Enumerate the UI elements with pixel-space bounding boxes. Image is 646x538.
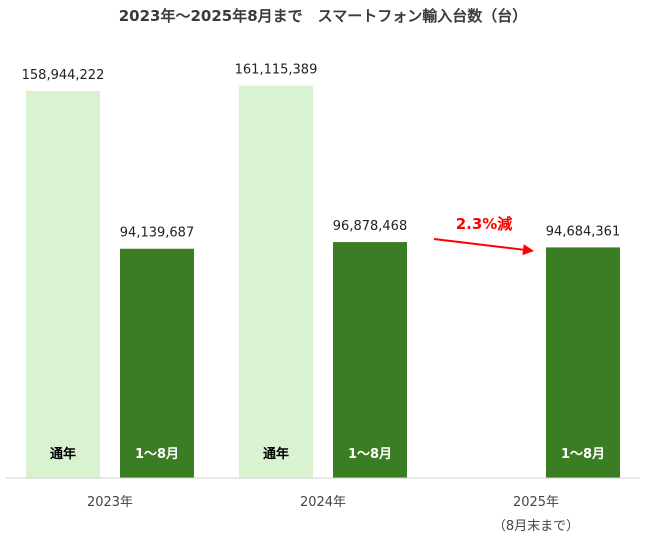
bar-value-label-1: 94,139,687	[120, 226, 194, 241]
bars: 158,944,222 通年 94,139,687 1～8月 161,115,389 通年…	[22, 63, 620, 478]
bar-1	[120, 248, 194, 478]
chart-title: 2023年～2025年8月まで スマートフォン輸入台数（台）	[119, 7, 528, 25]
bar-value-label-4: 94,684,361	[546, 224, 620, 239]
bar-inner-label-0: 通年	[50, 446, 76, 462]
bar-4	[546, 247, 620, 478]
bar-0	[26, 90, 100, 478]
bar-inner-label-4: 1～8月	[561, 447, 605, 462]
x-tick-labels: 2023年 2024年 2025年 （8月末まで）	[87, 495, 579, 534]
bar-inner-label-2: 通年	[263, 446, 289, 462]
bar-value-label-2: 161,115,389	[235, 63, 318, 78]
bar-3	[333, 242, 407, 478]
x-tick-sublabel-2: （8月末まで）	[493, 519, 579, 534]
change-annotation: 2.3%減	[433, 215, 534, 256]
annotation-arrow-head	[522, 244, 534, 256]
x-tick-label-2: 2025年	[513, 495, 559, 510]
annotation-arrow-line	[433, 238, 524, 251]
x-tick-label-1: 2024年	[300, 495, 346, 510]
bar-inner-label-3: 1～8月	[348, 447, 392, 462]
annotation-text: 2.3%減	[456, 215, 513, 233]
bar-value-label-0: 158,944,222	[22, 68, 105, 83]
x-tick-label-0: 2023年	[87, 495, 133, 510]
bar-value-label-3: 96,878,468	[333, 219, 407, 234]
bar-2	[239, 85, 313, 478]
bar-inner-label-1: 1～8月	[135, 447, 179, 462]
